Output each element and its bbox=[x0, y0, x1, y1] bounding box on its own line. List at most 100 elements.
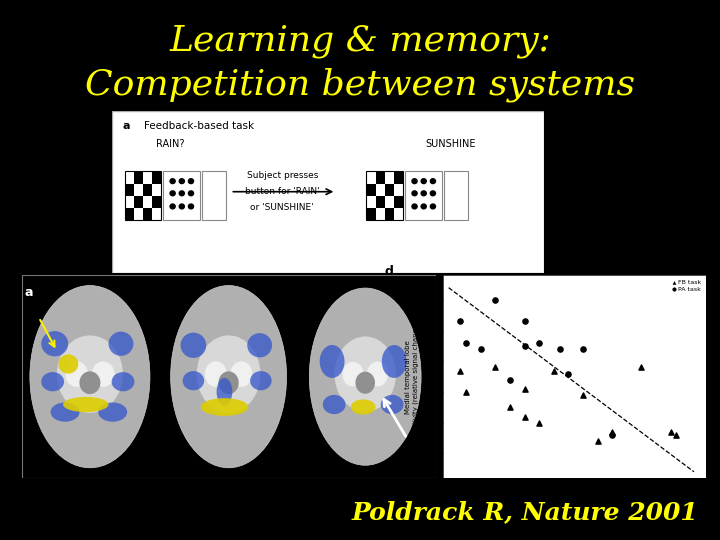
Circle shape bbox=[189, 204, 194, 209]
Point bbox=[454, 366, 466, 375]
Ellipse shape bbox=[98, 402, 127, 422]
Text: button for 'RAIN': button for 'RAIN' bbox=[245, 187, 320, 195]
Bar bbox=[385, 184, 394, 195]
Ellipse shape bbox=[250, 371, 271, 390]
Bar bbox=[134, 195, 143, 208]
Bar bbox=[134, 172, 143, 184]
Ellipse shape bbox=[382, 345, 407, 378]
Bar bbox=[444, 172, 468, 220]
Point bbox=[592, 437, 603, 445]
Circle shape bbox=[431, 204, 436, 209]
Bar bbox=[394, 172, 403, 184]
Point bbox=[460, 388, 472, 396]
Point bbox=[606, 428, 618, 436]
Ellipse shape bbox=[41, 331, 68, 356]
Bar bbox=[376, 172, 385, 184]
Circle shape bbox=[421, 179, 426, 184]
Circle shape bbox=[431, 179, 436, 184]
X-axis label: Caudate activity (relative signal change): Caudate activity (relative signal change… bbox=[503, 494, 645, 500]
Ellipse shape bbox=[323, 395, 346, 414]
Legend: FB task, PA task: FB task, PA task bbox=[670, 279, 703, 294]
Point bbox=[504, 403, 516, 411]
Ellipse shape bbox=[342, 362, 364, 387]
Ellipse shape bbox=[367, 362, 388, 387]
Point bbox=[554, 345, 565, 353]
Point bbox=[534, 418, 545, 427]
Circle shape bbox=[412, 191, 417, 195]
Point bbox=[562, 369, 574, 378]
Bar bbox=[366, 184, 376, 195]
Ellipse shape bbox=[201, 398, 248, 416]
Bar bbox=[152, 172, 161, 184]
Circle shape bbox=[170, 191, 175, 195]
Ellipse shape bbox=[183, 371, 204, 390]
Ellipse shape bbox=[310, 288, 421, 465]
Bar bbox=[394, 195, 403, 208]
Text: Competition between systems: Competition between systems bbox=[85, 68, 635, 102]
Circle shape bbox=[189, 179, 194, 184]
Bar bbox=[125, 172, 161, 220]
Point bbox=[636, 363, 647, 372]
Point bbox=[454, 317, 466, 326]
Text: or 'SUNSHINE': or 'SUNSHINE' bbox=[251, 203, 314, 212]
Ellipse shape bbox=[30, 286, 150, 468]
Ellipse shape bbox=[218, 372, 239, 394]
Bar bbox=[202, 172, 226, 220]
Ellipse shape bbox=[217, 378, 233, 406]
Circle shape bbox=[170, 204, 175, 209]
Circle shape bbox=[179, 204, 184, 209]
Bar bbox=[376, 195, 385, 208]
Bar bbox=[125, 208, 134, 220]
Circle shape bbox=[421, 191, 426, 195]
Point bbox=[519, 412, 531, 421]
Point bbox=[490, 295, 501, 304]
Ellipse shape bbox=[381, 395, 403, 414]
Ellipse shape bbox=[57, 335, 123, 413]
Circle shape bbox=[189, 191, 194, 195]
Ellipse shape bbox=[351, 400, 376, 415]
Ellipse shape bbox=[247, 333, 272, 357]
Circle shape bbox=[170, 179, 175, 184]
Point bbox=[606, 430, 618, 439]
Point bbox=[519, 342, 531, 350]
Ellipse shape bbox=[63, 397, 109, 412]
Ellipse shape bbox=[320, 345, 345, 378]
Bar bbox=[385, 208, 394, 220]
Bar bbox=[143, 208, 152, 220]
Bar bbox=[366, 172, 403, 220]
Text: SUNSHINE: SUNSHINE bbox=[426, 139, 476, 149]
Point bbox=[490, 363, 501, 372]
Bar bbox=[143, 184, 152, 195]
Ellipse shape bbox=[91, 361, 114, 387]
Ellipse shape bbox=[112, 372, 135, 391]
Text: d: d bbox=[385, 265, 394, 278]
Point bbox=[665, 428, 676, 436]
Point bbox=[475, 345, 487, 353]
Circle shape bbox=[179, 179, 184, 184]
Point bbox=[670, 430, 682, 439]
Ellipse shape bbox=[356, 372, 375, 394]
Point bbox=[577, 345, 589, 353]
Point bbox=[534, 339, 545, 347]
Circle shape bbox=[412, 179, 417, 184]
Circle shape bbox=[421, 204, 426, 209]
Y-axis label: Medial temporal lobe
activity (relative signal change): Medial temporal lobe activity (relative … bbox=[405, 321, 418, 432]
Circle shape bbox=[412, 204, 417, 209]
Ellipse shape bbox=[230, 361, 253, 387]
Text: Feedback-based task: Feedback-based task bbox=[144, 121, 254, 131]
Point bbox=[519, 384, 531, 393]
Ellipse shape bbox=[58, 354, 78, 374]
Ellipse shape bbox=[66, 361, 88, 387]
Bar bbox=[152, 195, 161, 208]
Bar bbox=[125, 184, 134, 195]
Ellipse shape bbox=[79, 372, 100, 394]
Point bbox=[577, 391, 589, 400]
Ellipse shape bbox=[109, 332, 133, 356]
Text: Learning & memory:: Learning & memory: bbox=[169, 24, 551, 58]
Point bbox=[548, 366, 559, 375]
Ellipse shape bbox=[335, 336, 396, 412]
Point bbox=[519, 317, 531, 326]
Text: RAIN?: RAIN? bbox=[156, 139, 184, 149]
Point bbox=[460, 339, 472, 347]
Text: Poldrack R, Nature 2001: Poldrack R, Nature 2001 bbox=[351, 500, 698, 524]
